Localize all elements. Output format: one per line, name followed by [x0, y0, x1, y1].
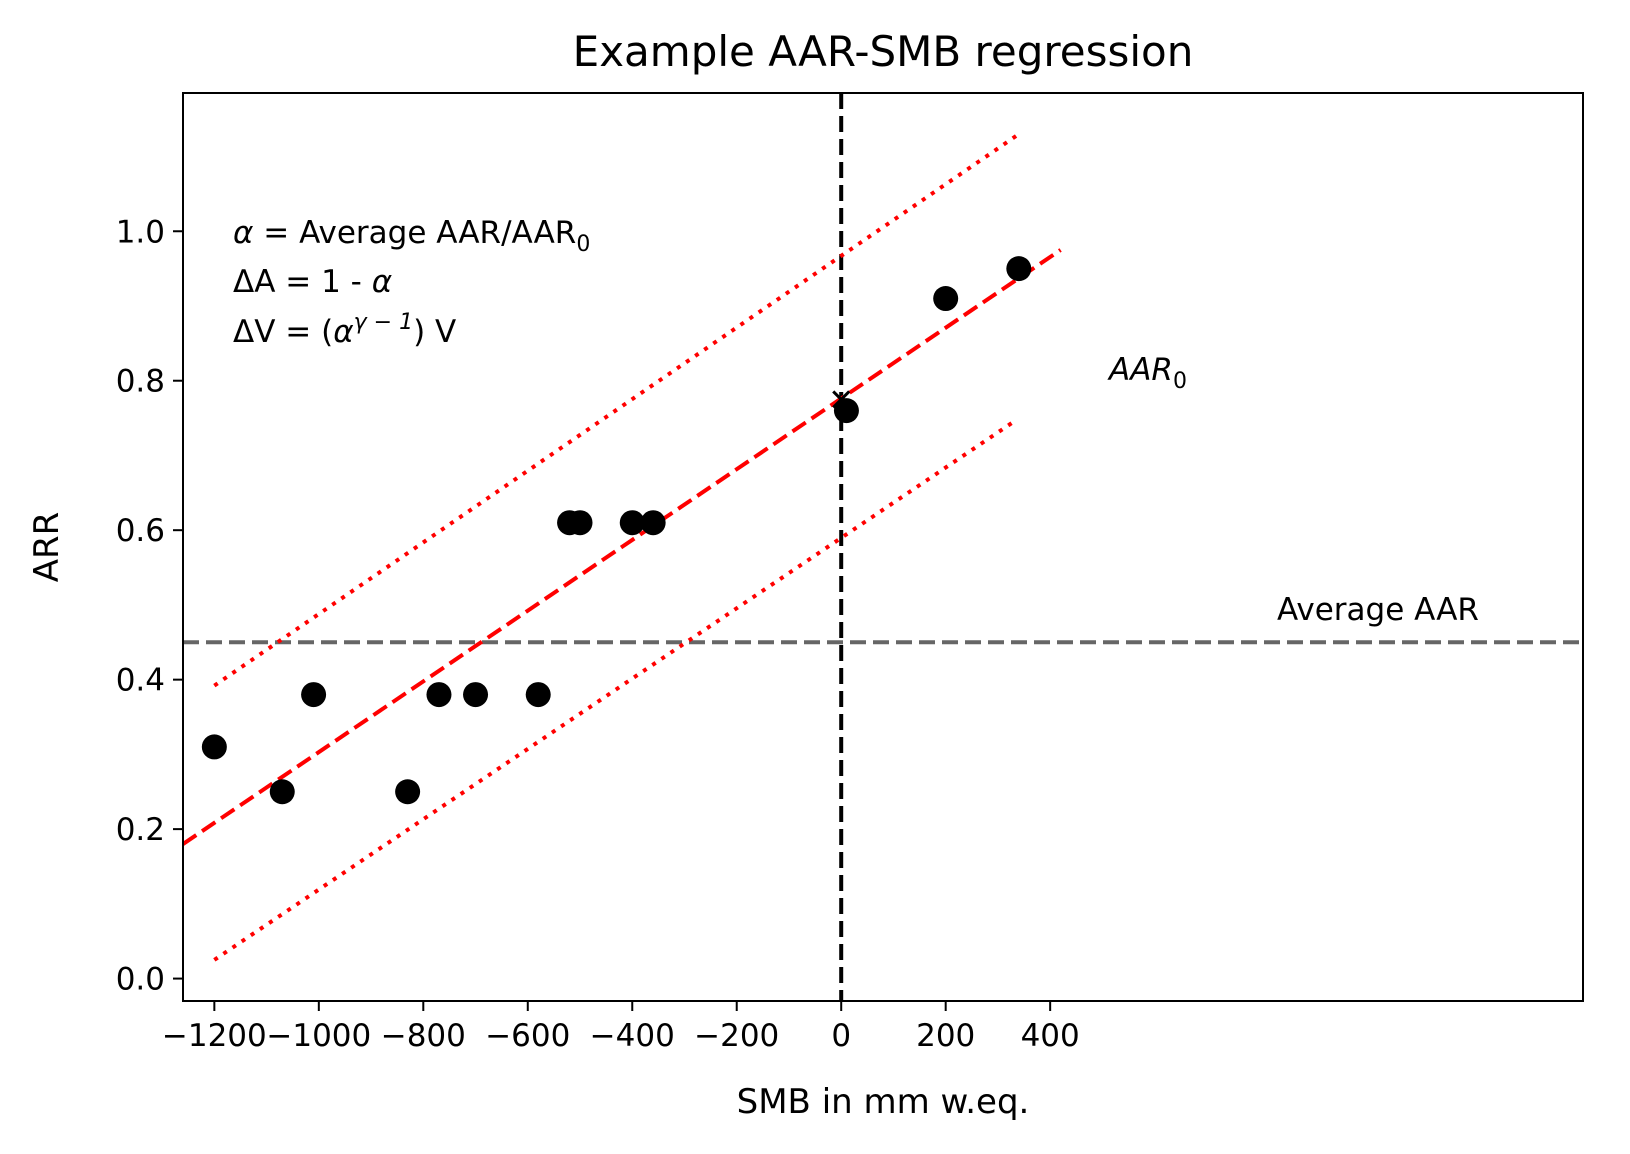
data-point [567, 510, 593, 536]
data-point [201, 734, 227, 760]
formula-line-alpha: α = Average AAR/AAR0 [233, 215, 590, 257]
data-point [395, 779, 421, 805]
alpha-definition: = Average AAR/AAR [253, 215, 576, 251]
formula-line-delta-a: ΔA = 1 - α [233, 264, 392, 300]
delta-v-close: ) V [413, 314, 456, 350]
data-point [833, 398, 859, 424]
delta-a-text: ΔA = 1 - [233, 264, 372, 300]
delta-v-exponent: γ − 1 [354, 310, 413, 335]
formula-line-delta-v: ΔV = (αγ − 1) V [233, 310, 456, 350]
x-tick-label: 400 [1021, 1018, 1080, 1054]
delta-a-alpha: α [372, 264, 392, 300]
data-point [640, 510, 666, 536]
y-axis-ticks: 0.0 0.2 0.4 0.6 0.8 1.0 [116, 214, 183, 998]
y-tick-label: 1.0 [116, 214, 165, 250]
alpha-symbol: α [233, 215, 253, 251]
y-tick-label: 0.0 [116, 962, 165, 998]
plot-area [181, 93, 1583, 1001]
x-tick-label: −400 [590, 1018, 675, 1054]
chart-title: Example AAR-SMB regression [573, 27, 1194, 76]
delta-v-alpha: α [333, 314, 353, 350]
delta-v-open: ΔV = ( [233, 314, 333, 350]
alpha-subscript: 0 [576, 232, 590, 257]
aar0-marker-stroke [832, 390, 851, 409]
data-point [933, 286, 959, 312]
data-point [301, 682, 327, 708]
y-tick-label: 0.8 [116, 364, 165, 400]
x-tick-label: 0 [831, 1018, 851, 1054]
data-point [619, 510, 645, 536]
data-point [426, 682, 452, 708]
aar0-label-subscript: 0 [1173, 369, 1187, 394]
x-tick-label: 200 [916, 1018, 975, 1054]
plot-frame [182, 92, 1584, 1002]
y-axis-label: ARR [27, 512, 67, 583]
y-tick-label: 0.6 [116, 513, 165, 549]
x-axis-label: SMB in mm w.eq. [737, 1082, 1030, 1122]
y-tick-label: 0.4 [116, 663, 165, 699]
x-tick-label: −800 [381, 1018, 466, 1054]
data-point [463, 682, 489, 708]
data-point [1006, 256, 1032, 282]
regression-line [181, 248, 1062, 846]
average-aar-label: Average AAR [1277, 592, 1479, 628]
x-tick-label: −1200 [162, 1018, 267, 1054]
aar0-label: AAR0 [1107, 352, 1187, 394]
upper-bound-line [213, 132, 1020, 688]
x-axis-ticks: −1200 −1000 −800 −600 −400 −200 0 200 400 [162, 1001, 1080, 1054]
aar0-marker [832, 390, 851, 409]
aar0-label-text: AAR [1107, 352, 1173, 388]
data-point [269, 779, 295, 805]
formula-box: α = Average AAR/AAR0 ΔA = 1 - α ΔV = (αγ… [233, 215, 590, 350]
y-tick-label: 0.2 [116, 812, 165, 848]
x-tick-label: −600 [485, 1018, 570, 1054]
data-point [525, 682, 551, 708]
x-tick-label: −1000 [266, 1018, 371, 1054]
lower-bound-line [213, 420, 1015, 962]
x-tick-label: −200 [694, 1018, 779, 1054]
